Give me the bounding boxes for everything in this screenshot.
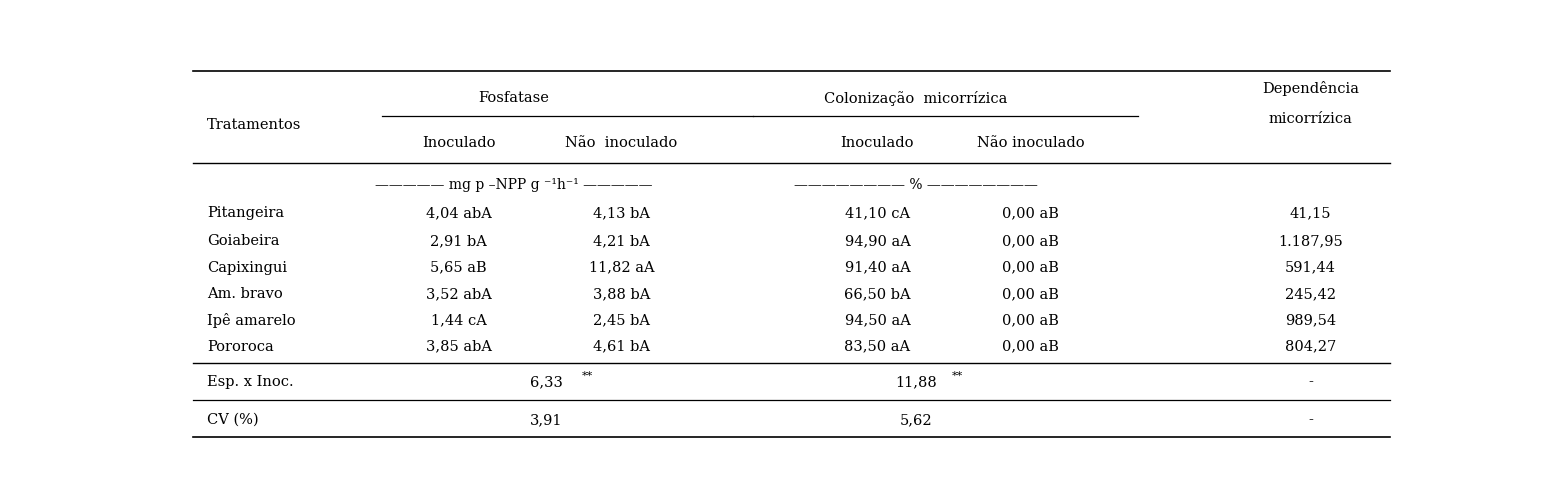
Text: 3,88 bA: 3,88 bA <box>593 286 650 301</box>
Text: 3,85 abA: 3,85 abA <box>426 339 491 353</box>
Text: 94,90 aA: 94,90 aA <box>845 234 911 248</box>
Text: 2,45 bA: 2,45 bA <box>593 313 650 326</box>
Text: 41,10 cA: 41,10 cA <box>845 205 909 220</box>
Text: Ipê amarelo: Ipê amarelo <box>207 312 296 327</box>
Text: 1,44 cA: 1,44 cA <box>431 313 486 326</box>
Text: micorrízica: micorrízica <box>1269 112 1353 126</box>
Text: 5,62: 5,62 <box>900 412 933 427</box>
Text: Pitangeira: Pitangeira <box>207 205 284 220</box>
Text: 94,50 aA: 94,50 aA <box>845 313 911 326</box>
Text: 4,13 bA: 4,13 bA <box>593 205 650 220</box>
Text: 989,54: 989,54 <box>1285 313 1336 326</box>
Text: Não inoculado: Não inoculado <box>977 136 1084 150</box>
Text: Não  inoculado: Não inoculado <box>565 136 678 150</box>
Text: 6,33: 6,33 <box>530 375 562 389</box>
Text: 0,00 aB: 0,00 aB <box>1002 339 1059 353</box>
Text: Goiabeira: Goiabeira <box>207 234 279 248</box>
Text: ———————— % ————————: ———————— % ———————— <box>794 178 1038 191</box>
Text: Dependência: Dependência <box>1261 81 1359 96</box>
Text: Inoculado: Inoculado <box>422 136 496 150</box>
Text: CV (%): CV (%) <box>207 412 259 427</box>
Text: 0,00 aB: 0,00 aB <box>1002 313 1059 326</box>
Text: -: - <box>1308 412 1312 427</box>
Text: 4,21 bA: 4,21 bA <box>593 234 650 248</box>
Text: Pororoca: Pororoca <box>207 339 275 353</box>
Text: Capixingui: Capixingui <box>207 260 287 274</box>
Text: 0,00 aB: 0,00 aB <box>1002 234 1059 248</box>
Text: Tratamentos: Tratamentos <box>207 117 301 131</box>
Text: 591,44: 591,44 <box>1285 260 1336 274</box>
Text: -: - <box>1308 375 1312 389</box>
Text: Am. bravo: Am. bravo <box>207 286 283 301</box>
Text: 0,00 aB: 0,00 aB <box>1002 205 1059 220</box>
Text: 2,91 bA: 2,91 bA <box>431 234 486 248</box>
Text: 245,42: 245,42 <box>1285 286 1336 301</box>
Text: Inoculado: Inoculado <box>840 136 914 150</box>
Text: Fosfatase: Fosfatase <box>479 91 550 105</box>
Text: Esp. x Inoc.: Esp. x Inoc. <box>207 375 293 389</box>
Text: 83,50 aA: 83,50 aA <box>845 339 911 353</box>
Text: 11,82 aA: 11,82 aA <box>588 260 655 274</box>
Text: ————— mg p –NPP g ⁻¹h⁻¹ —————: ————— mg p –NPP g ⁻¹h⁻¹ ————— <box>375 178 653 191</box>
Text: 0,00 aB: 0,00 aB <box>1002 260 1059 274</box>
Text: 0,00 aB: 0,00 aB <box>1002 286 1059 301</box>
Text: 91,40 aA: 91,40 aA <box>845 260 911 274</box>
Text: 4,04 abA: 4,04 abA <box>426 205 491 220</box>
Text: 1.187,95: 1.187,95 <box>1278 234 1343 248</box>
Text: 5,65 aB: 5,65 aB <box>431 260 486 274</box>
Text: 4,61 bA: 4,61 bA <box>593 339 650 353</box>
Text: **: ** <box>951 370 963 380</box>
Text: 41,15: 41,15 <box>1289 205 1331 220</box>
Text: 11,88: 11,88 <box>896 375 937 389</box>
Text: 3,91: 3,91 <box>530 412 562 427</box>
Text: 804,27: 804,27 <box>1285 339 1336 353</box>
Text: 3,52 abA: 3,52 abA <box>426 286 491 301</box>
Text: Colonização  micorrízica: Colonização micorrízica <box>824 91 1007 105</box>
Text: 66,50 bA: 66,50 bA <box>845 286 911 301</box>
Text: **: ** <box>582 370 593 380</box>
